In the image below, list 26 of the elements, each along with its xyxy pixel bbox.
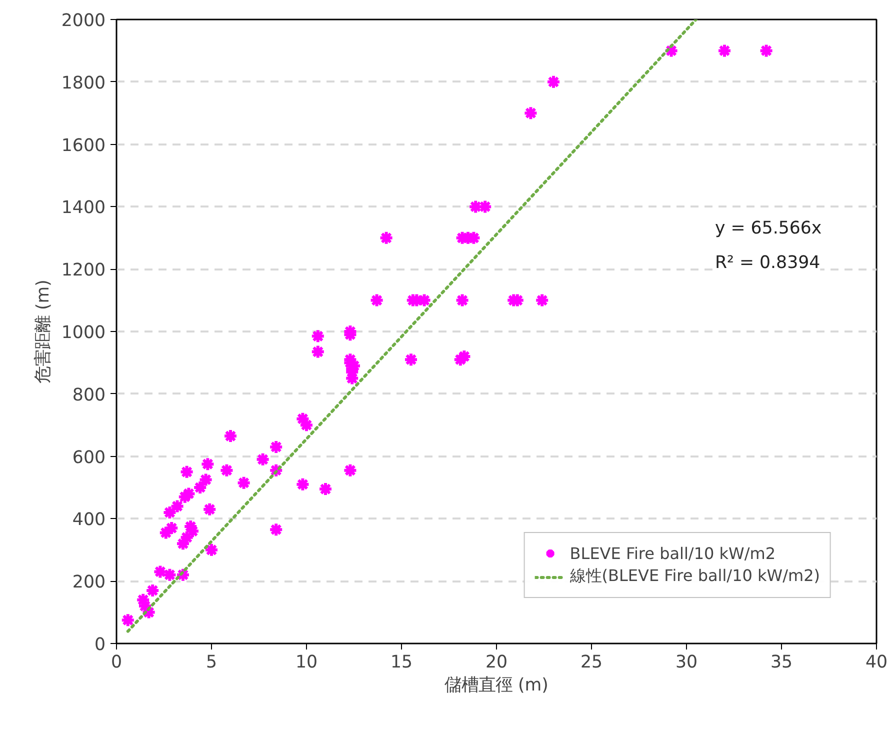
x-tick-label: 5 <box>206 652 218 672</box>
y-tick-label: 1600 <box>61 136 106 156</box>
y-tick-label: 2000 <box>61 11 106 31</box>
y-tick-label: 800 <box>72 385 106 406</box>
legend-label: 線性(BLEVE Fire ball/10 kW/m2) <box>570 566 820 587</box>
x-tick-label: 30 <box>675 652 698 672</box>
x-tick-label: 35 <box>770 652 793 672</box>
y-tick-label: 0 <box>94 635 106 655</box>
x-tick-label: 0 <box>110 652 122 672</box>
y-tick-label: 200 <box>72 572 106 593</box>
y-tick-label: 1800 <box>61 73 106 94</box>
annotation: R² = 0.8394 <box>715 252 820 273</box>
y-tick-label: 1200 <box>61 260 106 281</box>
annotation: y = 65.566x <box>715 218 822 239</box>
y-tick-label: 400 <box>72 510 106 530</box>
y-tick-label: 1400 <box>61 198 106 218</box>
x-tick-label: 20 <box>485 652 508 672</box>
y-tick-label: 1000 <box>61 323 106 343</box>
x-axis-title: 儲槽直徑 (m) <box>444 676 548 696</box>
x-tick-label: 40 <box>865 652 888 672</box>
x-tick-label: 25 <box>580 652 603 672</box>
y-tick-label: 600 <box>72 448 106 468</box>
x-tick-label: 15 <box>390 652 413 672</box>
x-tick-label: 10 <box>295 652 318 672</box>
legend-label: BLEVE Fire ball/10 kW/m2 <box>570 544 776 562</box>
y-axis-title: 危害距離 (m) <box>33 280 54 384</box>
